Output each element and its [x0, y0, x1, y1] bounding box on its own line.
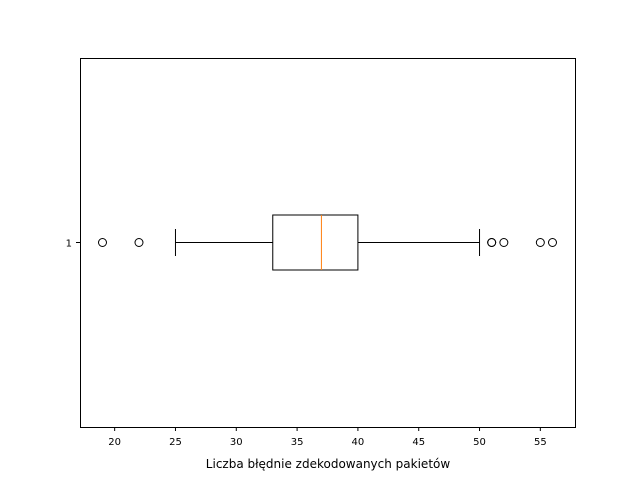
outlier-point — [548, 238, 557, 247]
x-tick-label: 40 — [352, 437, 365, 448]
x-axis-label: Liczba błędnie zdekodowanych pakietów — [206, 457, 451, 471]
y-tick-label: 1 — [66, 239, 72, 250]
x-tick-label: 45 — [412, 437, 425, 448]
x-tick-label: 30 — [230, 437, 243, 448]
outlier-point — [98, 238, 107, 247]
x-tick-label: 25 — [169, 437, 182, 448]
x-tick-label: 20 — [108, 437, 121, 448]
box-iqr — [272, 214, 359, 271]
x-tick-label: 50 — [473, 437, 486, 448]
outlier-point — [134, 238, 144, 247]
outlier-point — [535, 238, 545, 247]
plot-frame — [80, 58, 576, 428]
x-tick-label: 35 — [291, 437, 304, 448]
plot-layer — [98, 214, 557, 271]
outlier-point — [499, 238, 509, 247]
x-tick-label: 55 — [534, 437, 547, 448]
axis-layer: 1 20 25 30 35 40 45 50 55 — [66, 239, 547, 449]
outlier-point — [487, 238, 497, 247]
